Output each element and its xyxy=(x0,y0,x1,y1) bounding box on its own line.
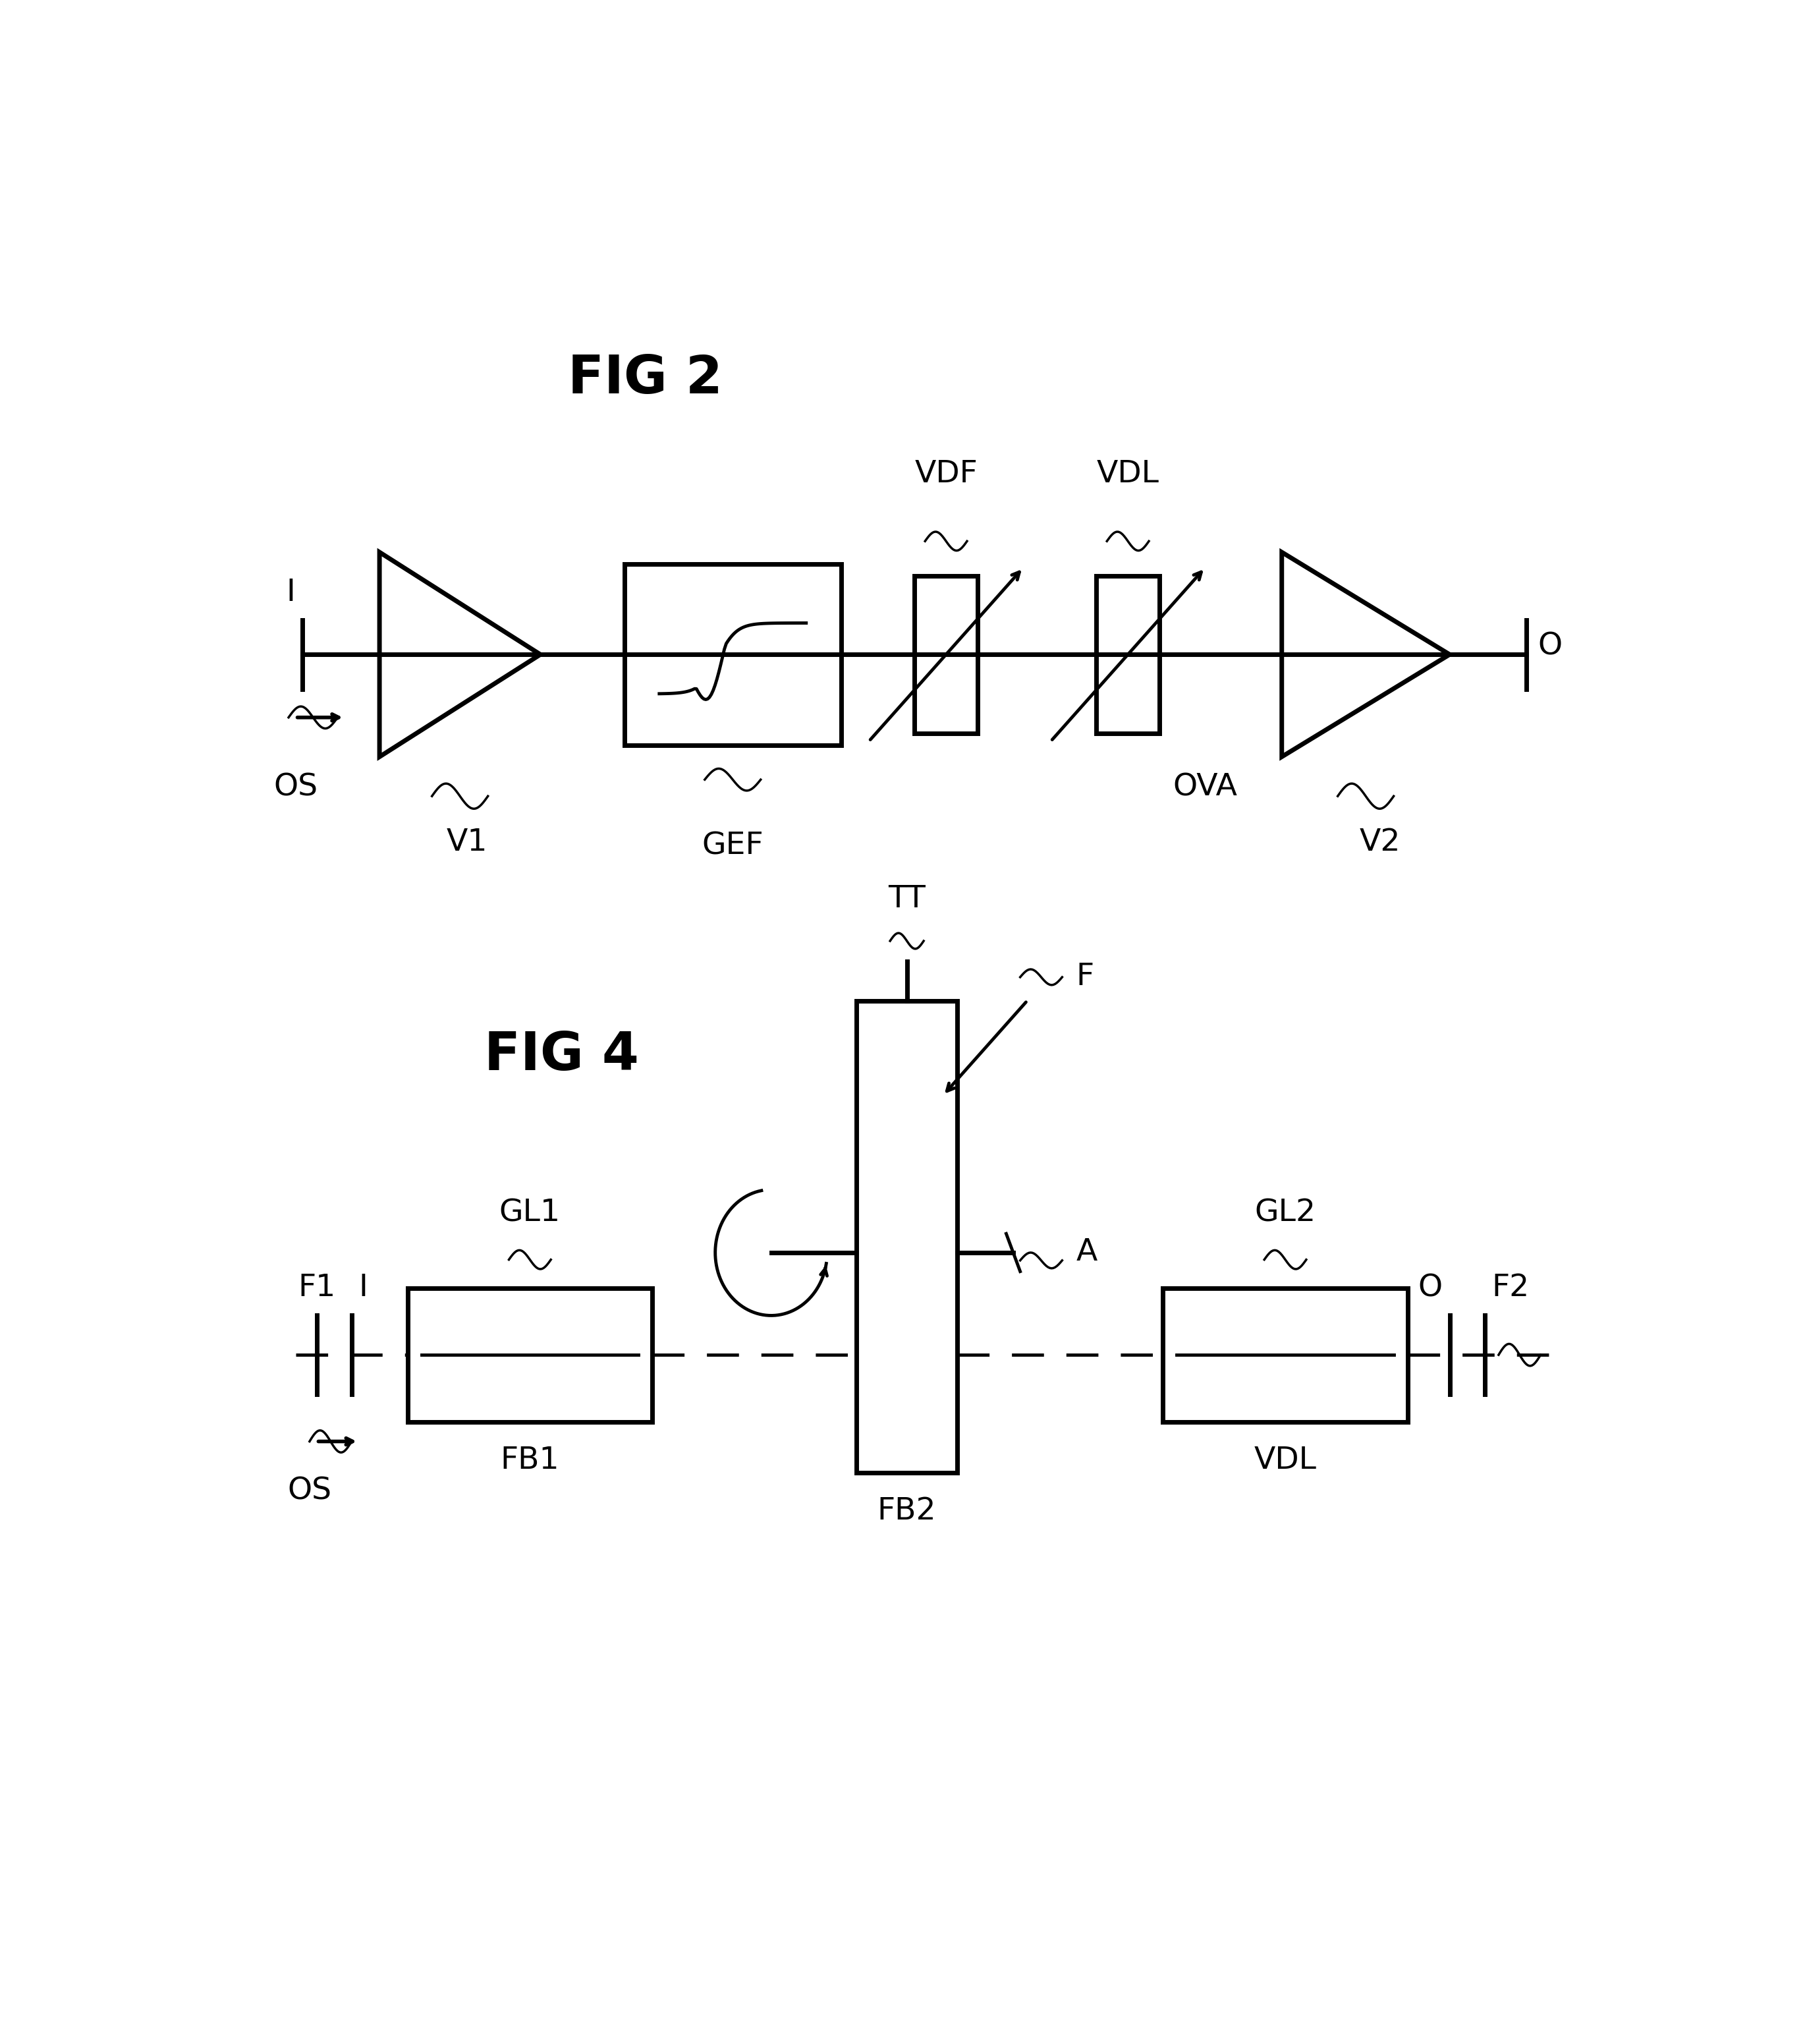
Text: A: A xyxy=(1076,1239,1097,1267)
Text: OS: OS xyxy=(274,773,318,801)
Text: VDL: VDL xyxy=(1254,1445,1316,1476)
Text: O: O xyxy=(1419,1273,1442,1302)
Bar xyxy=(915,576,978,734)
Bar xyxy=(1096,576,1159,734)
Text: I: I xyxy=(359,1273,368,1302)
Text: TT: TT xyxy=(888,885,926,914)
Bar xyxy=(408,1288,652,1423)
Bar xyxy=(625,564,841,744)
Bar xyxy=(1162,1288,1408,1423)
Text: OVA: OVA xyxy=(1173,773,1236,801)
Text: O: O xyxy=(1538,632,1561,662)
Text: F2: F2 xyxy=(1491,1273,1529,1302)
Text: V2: V2 xyxy=(1359,828,1401,856)
Text: GL2: GL2 xyxy=(1254,1198,1316,1228)
Text: V1: V1 xyxy=(446,828,487,856)
Text: GEF: GEF xyxy=(702,832,764,861)
Text: I: I xyxy=(287,578,296,607)
Bar xyxy=(857,1002,957,1474)
Text: VDF: VDF xyxy=(915,460,978,489)
Text: FB1: FB1 xyxy=(500,1445,560,1476)
Text: GL1: GL1 xyxy=(500,1198,561,1228)
Text: FIG 4: FIG 4 xyxy=(484,1030,639,1081)
Text: F: F xyxy=(1076,963,1094,991)
Text: F1: F1 xyxy=(298,1273,336,1302)
Text: VDL: VDL xyxy=(1097,460,1159,489)
Text: OS: OS xyxy=(287,1476,332,1506)
Text: FB2: FB2 xyxy=(877,1496,937,1527)
Text: FIG 2: FIG 2 xyxy=(569,354,722,405)
